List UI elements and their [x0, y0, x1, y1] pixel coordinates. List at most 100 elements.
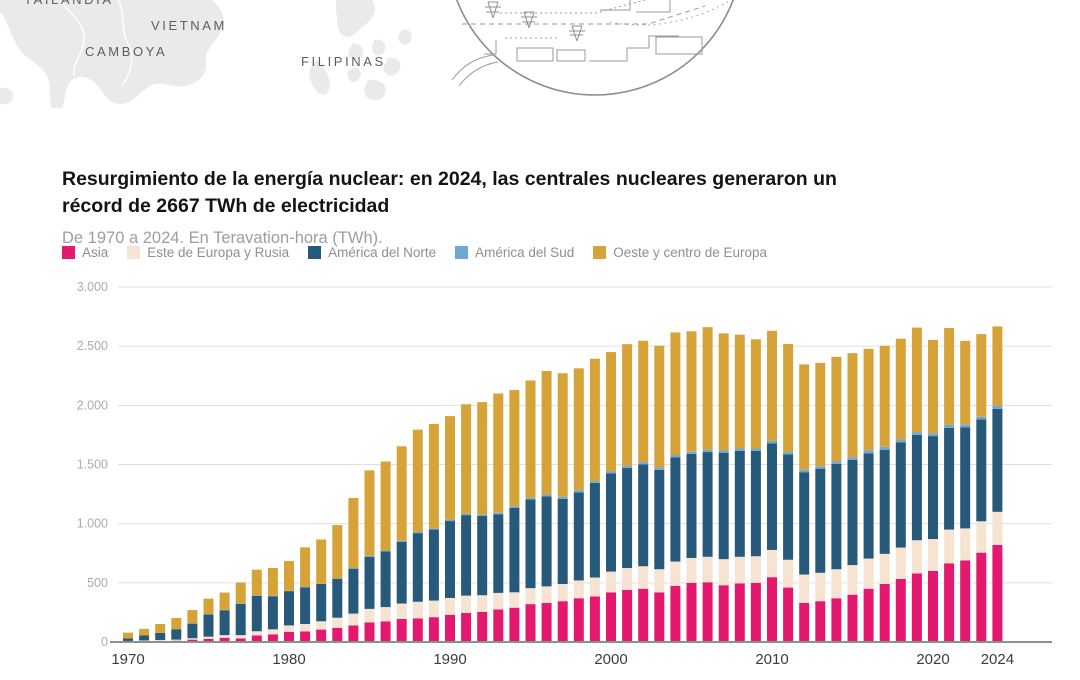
bar-segment — [799, 575, 809, 603]
bar-segment — [654, 592, 664, 642]
legend-label: América del Sud — [475, 245, 574, 260]
bar-segment — [670, 586, 680, 642]
bar-segment — [992, 326, 1002, 406]
bar-segment — [381, 621, 391, 642]
bar-segment — [976, 420, 986, 522]
bar-segment — [590, 578, 600, 597]
bar-segment — [670, 332, 680, 455]
y-axis-tick-label: 1.500 — [77, 458, 108, 472]
bar-segment — [606, 471, 616, 473]
bar-segment — [365, 622, 375, 642]
bar-segment — [670, 562, 680, 586]
bar-segment — [381, 550, 391, 551]
bar-segment — [236, 604, 246, 635]
bar-segment — [976, 417, 986, 420]
bar-segment — [976, 334, 986, 417]
bar-segment — [316, 540, 326, 584]
bar-segment — [848, 457, 858, 459]
bar-segment — [542, 586, 552, 603]
bar-segment — [622, 568, 632, 590]
bar-segment — [815, 573, 825, 601]
bar-segment — [332, 628, 342, 642]
bar-segment — [751, 556, 761, 583]
bar-segment — [413, 532, 423, 533]
bar-segment — [735, 557, 745, 584]
legend-item-este-europa-rusia: Este de Europa y Rusia — [127, 245, 289, 260]
island-art — [0, 88, 13, 105]
bar-segment — [155, 640, 165, 641]
bar-segment — [896, 548, 906, 579]
bar-segment — [348, 625, 358, 642]
bar-segment — [783, 452, 793, 454]
bar-segment — [687, 452, 697, 454]
bar-segment — [526, 499, 536, 588]
y-axis-tick-label: 500 — [87, 576, 108, 590]
bar-segment — [171, 640, 181, 641]
bar-segment — [864, 453, 874, 558]
bar-segment — [574, 490, 584, 492]
bar-segment — [429, 424, 439, 528]
bar-segment — [719, 453, 729, 560]
bar-segment — [912, 573, 922, 642]
bar-segment — [960, 560, 970, 642]
bar-segment — [365, 557, 375, 609]
bar-segment — [944, 425, 954, 428]
bar-segment — [493, 593, 503, 610]
bar-segment — [574, 580, 584, 598]
bar-segment — [590, 483, 600, 578]
bar-segment — [976, 553, 986, 642]
bar-segment — [687, 454, 697, 558]
legend-item-america-norte: América del Norte — [308, 245, 436, 260]
bar-segment — [187, 610, 197, 623]
bar-segment — [735, 335, 745, 449]
bar-segment — [831, 464, 841, 569]
bar-segment — [429, 601, 439, 618]
bar-segment — [960, 528, 970, 560]
bar-segment — [332, 618, 342, 628]
bar-segment — [719, 333, 729, 450]
legend-label: Asia — [82, 245, 108, 260]
bar-segment — [284, 591, 294, 625]
bar-segment — [622, 468, 632, 568]
x-axis-tick-label: 1980 — [272, 651, 305, 668]
bar-segment — [880, 554, 890, 584]
bar-segment — [767, 331, 777, 441]
legend-item-america-sud: América del Sud — [455, 245, 574, 260]
bar-segment — [976, 521, 986, 552]
bar-segment — [622, 590, 632, 642]
bar-segment — [413, 533, 423, 602]
bar-segment — [751, 451, 761, 556]
bar-segment — [783, 560, 793, 588]
bar-segment — [558, 601, 568, 642]
bar-segment — [413, 618, 423, 642]
bar-segment — [574, 368, 584, 490]
bar-segment — [477, 516, 487, 595]
bar-segment — [848, 595, 858, 642]
bar-segment — [477, 515, 487, 516]
bar-segment — [735, 451, 745, 557]
bar-segment — [831, 569, 841, 598]
bar-segment — [139, 629, 149, 636]
bar-segment — [461, 596, 471, 613]
bar-segment — [187, 638, 197, 639]
bar-segment — [300, 624, 310, 631]
bar-segment — [719, 585, 729, 642]
bar-segment — [864, 450, 874, 453]
bar-segment — [606, 352, 616, 471]
bar-segment — [767, 577, 777, 642]
bar-segment — [606, 473, 616, 571]
bar-segment — [574, 492, 584, 580]
bar-segment — [348, 569, 358, 614]
bar-segment — [928, 571, 938, 642]
bar-segment — [332, 579, 342, 618]
bar-segment — [187, 624, 197, 639]
x-axis-tick-label: 2000 — [594, 651, 627, 668]
bar-segment — [493, 514, 503, 593]
bar-segment — [896, 442, 906, 547]
bar-segment — [606, 572, 616, 593]
bar-segment — [960, 424, 970, 427]
bar-segment — [992, 512, 1002, 545]
bar-segment — [445, 521, 455, 598]
